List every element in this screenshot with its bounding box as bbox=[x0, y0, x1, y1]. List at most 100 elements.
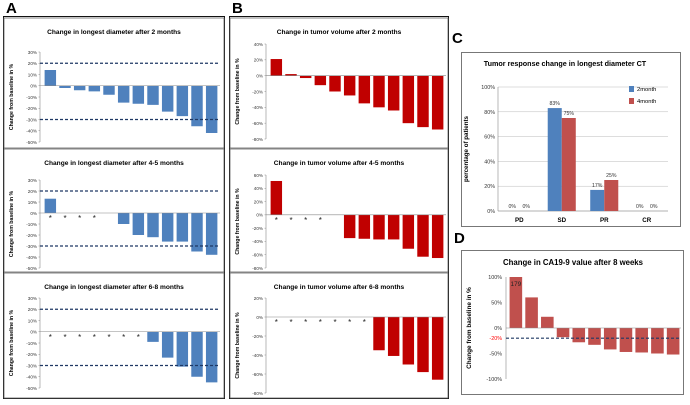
asterisk-label: * bbox=[93, 214, 96, 223]
chart-d: Change in CA19-9 value after 8 weeks Chan… bbox=[466, 258, 681, 383]
bar-2month bbox=[547, 108, 562, 211]
asterisk-label: * bbox=[319, 216, 322, 225]
bar bbox=[117, 213, 130, 224]
y-tick-label: 0% bbox=[30, 84, 37, 89]
y-tick-label: -20% bbox=[26, 352, 37, 357]
data-label: 75% bbox=[564, 111, 575, 117]
chart-title: Change in tumor volume after 4-5 months bbox=[274, 160, 405, 167]
bar bbox=[387, 214, 400, 240]
bar bbox=[161, 85, 174, 112]
y-tick-label: 30% bbox=[28, 296, 37, 301]
asterisk-label: * bbox=[275, 318, 278, 327]
bar bbox=[358, 214, 371, 239]
y-tick-label: -60% bbox=[252, 121, 263, 126]
chart-a2: Change in longest diameter after 4-5 mon… bbox=[3, 148, 225, 273]
data-label: 17% bbox=[592, 183, 603, 189]
y-tick-label: -20% bbox=[252, 334, 263, 339]
legend-swatch bbox=[629, 98, 634, 104]
bar-4month bbox=[561, 118, 576, 211]
y-tick-label: 0% bbox=[494, 326, 502, 332]
y-tick-label: -40% bbox=[26, 375, 37, 380]
chart-c: Tumor response change in longest diamete… bbox=[463, 59, 668, 224]
bar bbox=[417, 317, 429, 373]
bar bbox=[343, 214, 356, 239]
y-tick-label: -10% bbox=[26, 341, 37, 346]
chart-b1: Change in tumor volume after 2 months Cha… bbox=[229, 17, 449, 149]
y-axis-label: Change from baseline in % bbox=[9, 309, 15, 376]
y-axis-label: Change from baseline in % bbox=[466, 287, 473, 369]
asterisk-label: * bbox=[304, 216, 307, 225]
y-tick-label: 30% bbox=[28, 178, 37, 183]
bar bbox=[387, 317, 400, 356]
asterisk-label: * bbox=[319, 318, 322, 327]
y-tick-label: 0% bbox=[256, 213, 263, 218]
bar bbox=[44, 198, 57, 213]
bar bbox=[205, 85, 218, 133]
bar bbox=[635, 328, 648, 353]
bar bbox=[343, 75, 356, 96]
bar bbox=[402, 75, 415, 124]
bar bbox=[205, 331, 218, 383]
bar bbox=[525, 297, 538, 328]
bar bbox=[329, 75, 341, 92]
y-tick-label: 60% bbox=[484, 135, 495, 141]
bar bbox=[44, 70, 57, 86]
chart-title: Tumor response change in longest diamete… bbox=[484, 59, 647, 68]
bar bbox=[285, 74, 297, 76]
bar bbox=[603, 328, 617, 350]
y-tick-label: -20% bbox=[26, 106, 37, 111]
y-tick-label: 0% bbox=[256, 73, 263, 78]
x-tick-label: SD bbox=[557, 217, 566, 224]
bar bbox=[205, 213, 218, 255]
panel-label-c: C bbox=[452, 30, 463, 47]
asterisk-label: * bbox=[137, 333, 140, 342]
bar bbox=[314, 75, 327, 86]
bar bbox=[431, 214, 444, 259]
chart-b3: Change in tumor volume after 6-8 months C… bbox=[229, 272, 449, 399]
y-tick-label: -40% bbox=[252, 353, 263, 358]
y-tick-label: -10% bbox=[26, 222, 37, 227]
asterisk-label: * bbox=[107, 333, 110, 342]
bar bbox=[588, 328, 601, 345]
y-tick-label: -30% bbox=[26, 244, 37, 249]
bar bbox=[373, 214, 385, 240]
y-tick-label: -50% bbox=[26, 386, 37, 391]
y-axis-label: Change from baseline in % bbox=[9, 63, 15, 130]
legend-swatch bbox=[629, 86, 634, 92]
bar bbox=[191, 331, 203, 377]
y-tick-label: -80% bbox=[252, 266, 263, 271]
x-tick-label: PD bbox=[515, 217, 524, 224]
y-tick-label: 10% bbox=[28, 200, 37, 205]
y-tick-label: 20% bbox=[28, 307, 37, 312]
x-tick-label: PR bbox=[600, 217, 609, 224]
chart-title: Change in CA19-9 value after 8 weeks bbox=[503, 258, 644, 267]
bar bbox=[176, 85, 189, 117]
bar-2month bbox=[590, 189, 605, 211]
chart-a1: Change in longest diameter after 2 month… bbox=[3, 17, 225, 149]
y-tick-label: -60% bbox=[252, 253, 263, 258]
bar bbox=[147, 331, 159, 342]
bar bbox=[387, 75, 400, 111]
bar bbox=[402, 214, 415, 249]
asterisk-label: * bbox=[363, 318, 366, 327]
y-tick-label: -80% bbox=[252, 137, 263, 142]
data-label: 0% bbox=[523, 204, 531, 210]
chart-a3: Change in longest diameter after 6-8 mon… bbox=[3, 272, 225, 399]
y-tick-label: 20% bbox=[254, 58, 263, 63]
asterisk-label: * bbox=[348, 318, 351, 327]
y-tick-label: -40% bbox=[252, 105, 263, 110]
asterisk-label: * bbox=[333, 318, 336, 327]
bar bbox=[270, 180, 283, 215]
y-tick-label: -20% bbox=[252, 89, 263, 94]
data-label: 83% bbox=[550, 101, 561, 107]
y-tick-label: -50% bbox=[26, 140, 37, 145]
chart-title: Change in longest diameter after 4-5 mon… bbox=[44, 160, 184, 167]
bar bbox=[176, 213, 189, 242]
y-tick-label: 0% bbox=[256, 315, 263, 320]
y-tick-label: -40% bbox=[26, 255, 37, 260]
y-axis-label: Change from baseline in % bbox=[9, 190, 15, 257]
y-axis-label: Change from baseline in % bbox=[235, 312, 241, 379]
data-label: 25% bbox=[606, 173, 617, 179]
asterisk-label: * bbox=[63, 214, 66, 223]
y-tick-label: 60% bbox=[254, 173, 263, 178]
